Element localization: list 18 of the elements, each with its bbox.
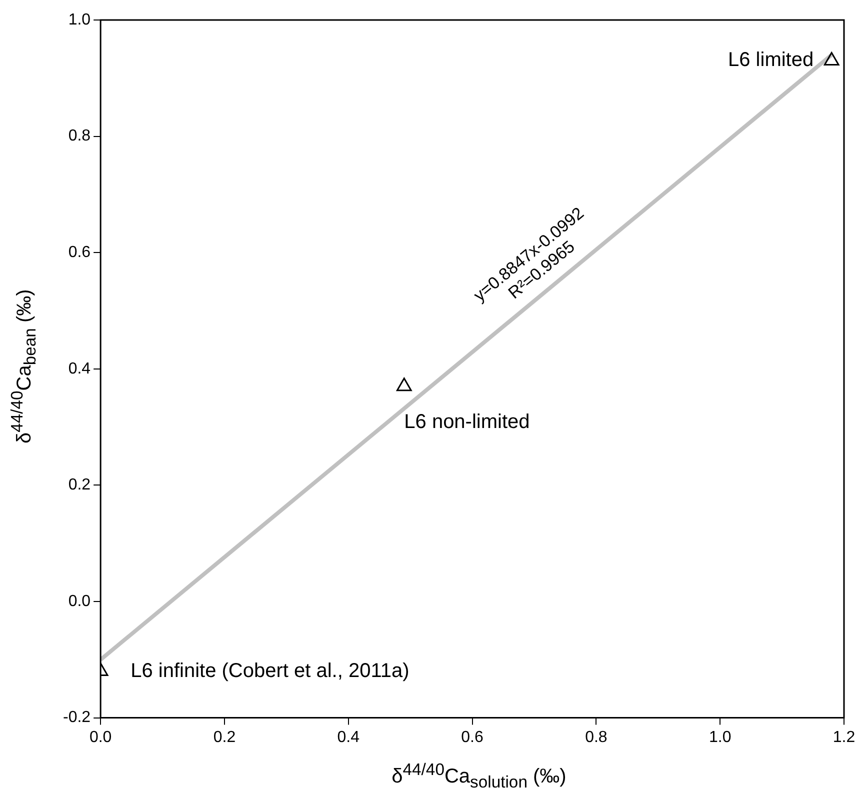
annotation: L6 infinite (Cobert et al., 2011a) xyxy=(130,660,410,682)
x-tick-label: 1.0 xyxy=(708,728,732,746)
x-tick-label: 0.2 xyxy=(213,728,236,746)
annotation: L6 non-limited xyxy=(404,410,530,433)
annotation: L6 limited xyxy=(728,49,814,72)
y-tick-label: 0.4 xyxy=(68,360,91,378)
x-axis-title: δ$^{44/40}$Ca$_{solution}$ (‰) xyxy=(390,760,568,793)
x-tick-label: 0.6 xyxy=(461,728,484,746)
y-tick-label: 0.8 xyxy=(68,128,91,145)
x-tick-label: 0.8 xyxy=(585,728,608,746)
y-tick-label: 0.0 xyxy=(68,592,91,610)
y-tick-label: 1.0 xyxy=(68,11,91,28)
x-tick-label: 0.0 xyxy=(89,728,112,746)
y-tick-label: 0.2 xyxy=(68,476,91,494)
x-tick-label: 1.2 xyxy=(832,728,856,746)
y-tick-label: 0.6 xyxy=(68,244,91,262)
x-tick-label: 0.4 xyxy=(337,728,360,746)
y-tick-label: -0.2 xyxy=(62,709,91,726)
